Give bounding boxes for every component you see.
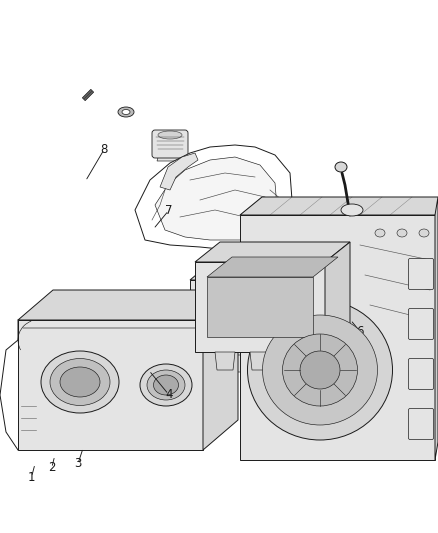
Ellipse shape (335, 162, 347, 172)
FancyBboxPatch shape (261, 365, 279, 377)
Polygon shape (190, 255, 380, 280)
Polygon shape (195, 242, 350, 262)
Text: 3: 3 (74, 457, 81, 470)
Ellipse shape (122, 109, 130, 115)
Ellipse shape (147, 370, 185, 400)
Polygon shape (240, 215, 435, 460)
Polygon shape (435, 197, 438, 460)
Polygon shape (240, 197, 438, 215)
Ellipse shape (397, 229, 407, 237)
Ellipse shape (41, 351, 119, 413)
Text: 4: 4 (165, 388, 173, 401)
Text: 2: 2 (48, 462, 56, 474)
Polygon shape (160, 153, 198, 190)
Ellipse shape (300, 351, 340, 389)
Ellipse shape (60, 367, 100, 397)
Ellipse shape (158, 131, 182, 139)
FancyBboxPatch shape (409, 309, 434, 340)
Ellipse shape (341, 204, 363, 216)
FancyBboxPatch shape (409, 259, 434, 289)
Ellipse shape (367, 245, 377, 252)
Polygon shape (157, 151, 183, 161)
Ellipse shape (419, 229, 429, 237)
Polygon shape (250, 352, 270, 370)
Text: 8: 8 (101, 143, 108, 156)
Ellipse shape (153, 375, 179, 395)
FancyBboxPatch shape (306, 365, 324, 377)
FancyBboxPatch shape (216, 365, 234, 377)
Text: 1: 1 (28, 471, 35, 483)
Ellipse shape (50, 359, 110, 406)
Polygon shape (18, 290, 238, 320)
Ellipse shape (283, 334, 357, 406)
Polygon shape (207, 257, 338, 277)
Polygon shape (190, 355, 350, 372)
FancyBboxPatch shape (213, 288, 327, 344)
Polygon shape (155, 157, 277, 240)
Text: 7: 7 (165, 204, 173, 217)
Polygon shape (207, 277, 313, 337)
Polygon shape (325, 242, 350, 352)
Polygon shape (203, 290, 238, 450)
Polygon shape (195, 262, 325, 352)
FancyBboxPatch shape (409, 408, 434, 440)
Polygon shape (18, 320, 203, 450)
Polygon shape (135, 145, 292, 250)
Polygon shape (215, 352, 235, 370)
Ellipse shape (247, 300, 392, 440)
FancyBboxPatch shape (152, 130, 188, 158)
Ellipse shape (118, 107, 134, 117)
Text: 6: 6 (356, 325, 364, 338)
Polygon shape (350, 255, 380, 355)
Ellipse shape (140, 364, 192, 406)
Ellipse shape (375, 229, 385, 237)
Ellipse shape (262, 315, 378, 425)
Ellipse shape (371, 243, 381, 249)
Ellipse shape (382, 245, 392, 252)
Polygon shape (285, 352, 305, 370)
Ellipse shape (367, 240, 385, 252)
FancyBboxPatch shape (409, 359, 434, 390)
Polygon shape (190, 280, 350, 355)
Polygon shape (82, 90, 94, 101)
Text: 5: 5 (280, 325, 287, 338)
